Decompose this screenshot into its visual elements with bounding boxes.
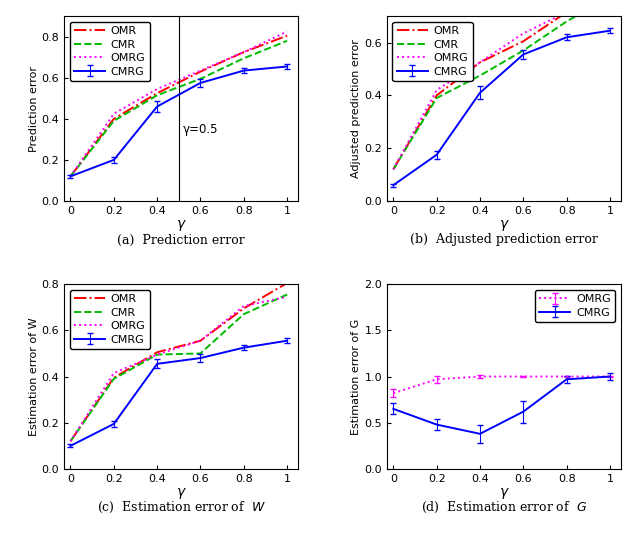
CMR <box>284 291 291 298</box>
OMR <box>476 59 484 66</box>
Title: (a)  Prediction error: (a) Prediction error <box>117 233 245 246</box>
Y-axis label: Adjusted prediction error: Adjusted prediction error <box>351 39 362 178</box>
OMR <box>390 166 397 172</box>
OMR <box>154 90 161 96</box>
CMR <box>67 438 74 445</box>
OMR <box>284 32 291 39</box>
CMR <box>196 350 204 357</box>
Line: OMR: OMR <box>394 0 610 169</box>
OMR <box>67 173 74 179</box>
OMR <box>240 49 248 56</box>
CMR <box>110 376 118 382</box>
OMR <box>67 438 74 445</box>
OMRG <box>520 30 527 37</box>
CMR <box>520 47 527 54</box>
Title: (d)  Estimation error of  $G$: (d) Estimation error of $G$ <box>420 500 587 515</box>
OMRG <box>110 370 118 376</box>
OMR <box>563 9 570 16</box>
CMR <box>154 92 161 99</box>
CMR <box>284 38 291 44</box>
CMR <box>433 95 440 101</box>
Y-axis label: Estimation error of W: Estimation error of W <box>29 317 38 436</box>
OMRG <box>240 49 248 56</box>
OMRG <box>284 29 291 35</box>
CMR <box>476 72 484 79</box>
Line: CMR: CMR <box>394 0 610 169</box>
OMR <box>240 305 248 312</box>
OMRG <box>390 166 397 172</box>
Line: OMRG: OMRG <box>394 0 610 169</box>
OMRG <box>563 9 570 16</box>
Y-axis label: Estimation error of G: Estimation error of G <box>351 319 362 434</box>
CMR <box>390 166 397 172</box>
OMRG <box>67 173 74 179</box>
Line: OMRG: OMRG <box>70 32 287 176</box>
CMR <box>240 55 248 61</box>
Line: OMR: OMR <box>70 36 287 176</box>
OMR <box>520 38 527 45</box>
OMRG <box>196 67 204 74</box>
CMR <box>240 311 248 317</box>
CMR <box>110 118 118 124</box>
CMR <box>196 75 204 82</box>
Line: CMR: CMR <box>70 41 287 176</box>
OMRG <box>110 110 118 117</box>
Line: OMR: OMR <box>70 283 287 441</box>
Line: CMR: CMR <box>70 294 287 441</box>
Title: (c)  Estimation error of  $W$: (c) Estimation error of $W$ <box>97 500 266 515</box>
X-axis label: γ: γ <box>177 217 185 231</box>
Legend: OMRG, CMRG: OMRG, CMRG <box>535 289 615 322</box>
X-axis label: γ: γ <box>177 485 185 499</box>
Y-axis label: Prediction error: Prediction error <box>29 66 38 151</box>
OMRG <box>284 294 291 300</box>
Legend: OMR, CMR, OMRG, CMRG: OMR, CMR, OMRG, CMRG <box>70 22 150 81</box>
OMR <box>196 337 204 344</box>
OMRG <box>433 87 440 93</box>
OMRG <box>196 337 204 344</box>
OMR <box>196 68 204 75</box>
OMR <box>110 115 118 122</box>
OMR <box>284 280 291 286</box>
OMRG <box>240 303 248 309</box>
CMR <box>67 173 74 179</box>
Legend: OMR, CMR, OMRG, CMRG: OMR, CMR, OMRG, CMRG <box>70 289 150 349</box>
Legend: OMR, CMR, OMRG, CMRG: OMR, CMR, OMRG, CMRG <box>392 22 473 81</box>
Line: OMRG: OMRG <box>70 297 287 441</box>
OMRG <box>154 351 161 358</box>
OMR <box>154 349 161 356</box>
OMR <box>433 92 440 99</box>
CMR <box>154 351 161 358</box>
Title: (b)  Adjusted prediction error: (b) Adjusted prediction error <box>410 233 598 246</box>
Text: γ=0.5: γ=0.5 <box>183 123 219 136</box>
OMRG <box>67 438 74 445</box>
X-axis label: γ: γ <box>500 485 508 499</box>
X-axis label: γ: γ <box>500 217 508 231</box>
OMRG <box>154 86 161 92</box>
OMR <box>110 375 118 381</box>
OMRG <box>476 59 484 66</box>
CMR <box>563 18 570 25</box>
